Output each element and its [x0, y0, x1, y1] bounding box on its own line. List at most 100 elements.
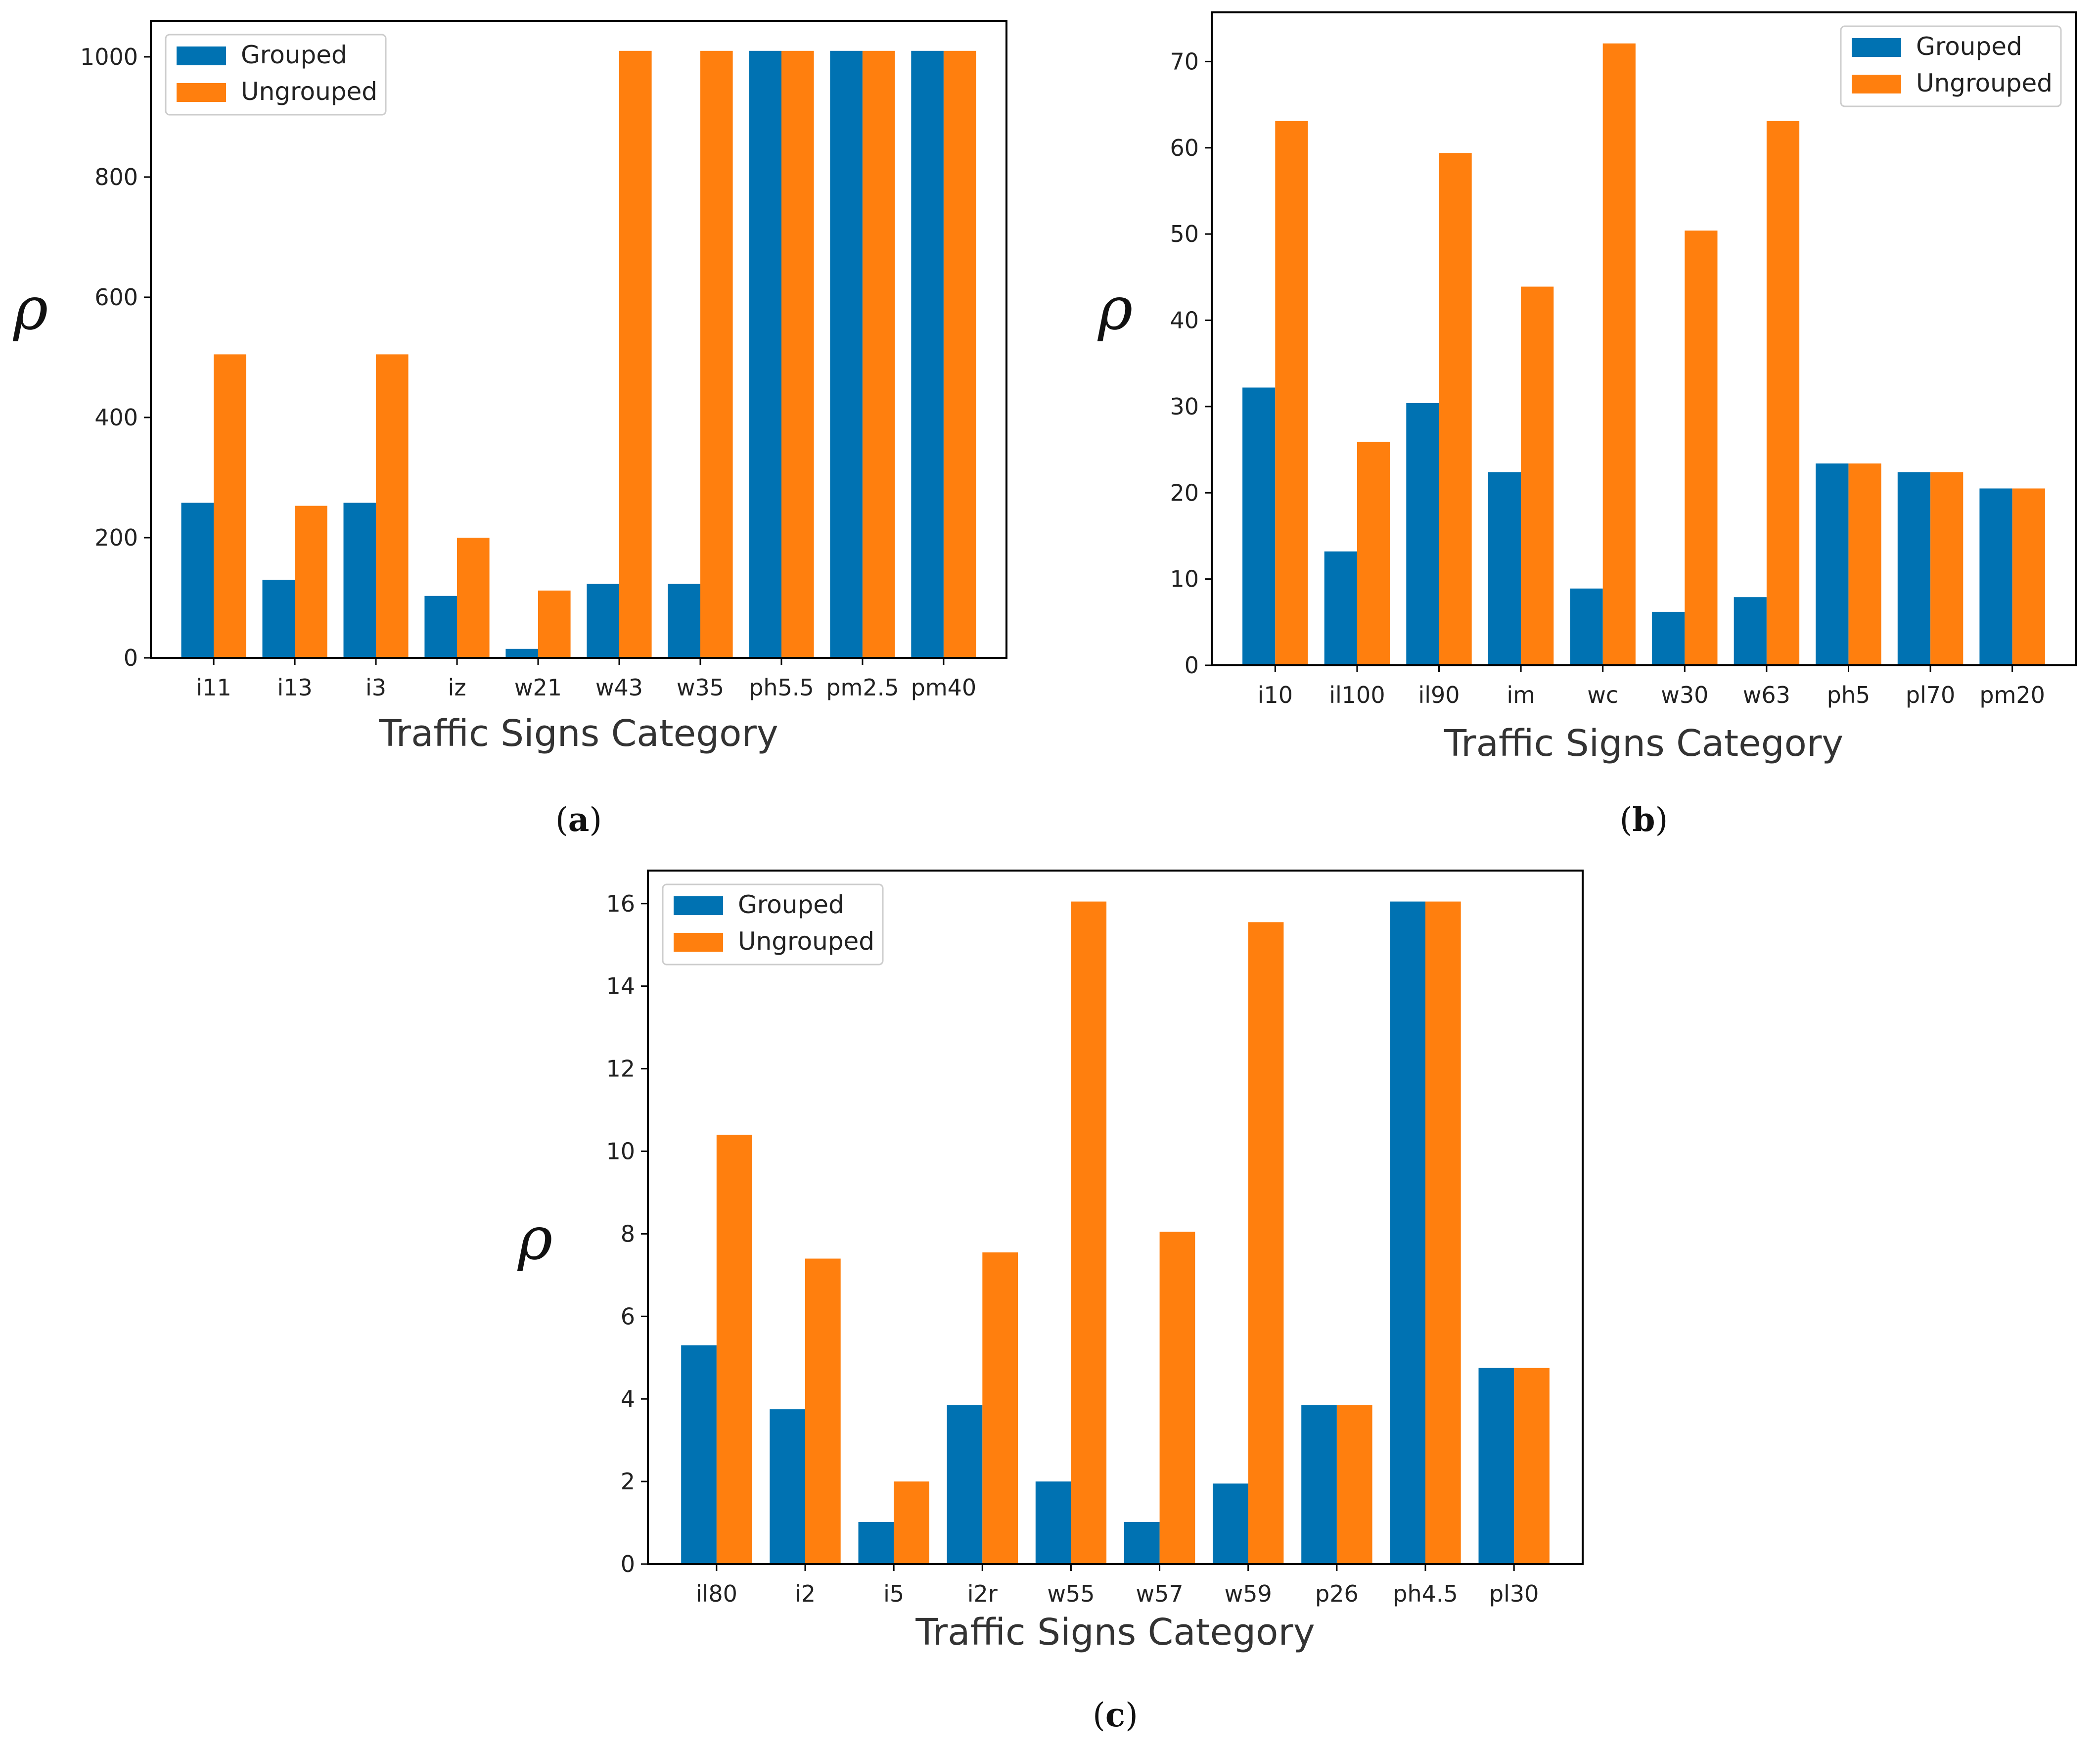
x-tick-label: i11 [196, 674, 231, 701]
panel-caption: (c) [1093, 1696, 1138, 1734]
bar-grouped-il90 [1406, 403, 1439, 665]
y-tick-label: 70 [1170, 48, 1199, 75]
bar-grouped-w21 [505, 648, 538, 658]
x-tick-label: wc [1587, 682, 1618, 708]
bar-ungrouped-pm20 [2012, 488, 2045, 665]
plot-frame [647, 870, 1584, 1565]
bar-grouped-i2r [947, 1405, 983, 1564]
bar-ungrouped-iz [457, 538, 490, 658]
y-tick-label: 12 [606, 1056, 635, 1082]
bar-ungrouped-ph5.5 [781, 50, 814, 658]
x-tick-label: pm2.5 [826, 674, 899, 701]
y-tick-label: 1000 [80, 44, 138, 70]
legend: Grouped Ungrouped [165, 34, 387, 116]
bar-ungrouped-w30 [1685, 231, 1718, 665]
bar-ungrouped-w55 [1071, 901, 1107, 1564]
bar-grouped-iz [424, 596, 457, 658]
x-tick-label: pl70 [1906, 682, 1956, 708]
y-axis-label: ρ [12, 275, 48, 343]
plot-frame [150, 20, 1007, 659]
bar-ungrouped-pm2.5 [862, 50, 895, 658]
bar-ungrouped-w21 [538, 590, 571, 658]
bar-grouped-i2 [770, 1409, 805, 1564]
x-tick-label: w35 [677, 674, 724, 701]
bar-ungrouped-w57 [1159, 1232, 1195, 1564]
bar-grouped-il100 [1324, 551, 1357, 665]
x-tick-label: w57 [1136, 1580, 1183, 1607]
bar-grouped-w57 [1124, 1522, 1160, 1564]
bar-grouped-ph5 [1816, 463, 1849, 665]
x-tick-label: il90 [1418, 682, 1460, 708]
bar-ungrouped-il100 [1357, 442, 1390, 665]
bar-grouped-pm20 [1979, 488, 2012, 665]
bar-grouped-w43 [587, 584, 619, 658]
legend-swatch-grouped [177, 46, 226, 65]
bar-ungrouped-w43 [619, 50, 652, 658]
caption-letter: b [1632, 800, 1655, 839]
bar-grouped-wc [1570, 588, 1603, 665]
y-tick-label: 0 [1185, 652, 1199, 679]
bar-grouped-ph5.5 [749, 50, 781, 658]
chart-panel-a: 0 200 400 600 800 1000 i11 i13 i3 iz w21 w43 w35 ph5.… [12, 20, 1007, 839]
bar-ungrouped-pl30 [1514, 1368, 1550, 1564]
bar-ungrouped-i2 [805, 1258, 841, 1564]
y-tick-label: 6 [621, 1303, 635, 1330]
y-axis-label: ρ [1097, 275, 1133, 343]
x-tick-label: w63 [1743, 682, 1790, 708]
bar-ungrouped-i2r [982, 1252, 1018, 1564]
x-tick-label: ph5.5 [749, 674, 814, 701]
x-tick-label: iz [448, 674, 466, 701]
bar-grouped-i10 [1242, 387, 1276, 665]
panel-caption: (a) [555, 800, 602, 839]
y-tick-label: 0 [621, 1551, 635, 1577]
bar-grouped-pl30 [1478, 1368, 1514, 1564]
x-tick-label: pl30 [1489, 1580, 1539, 1607]
bar-grouped-pm2.5 [830, 50, 863, 658]
bar-ungrouped-i3 [376, 354, 409, 658]
y-tick-label: 60 [1170, 135, 1199, 161]
y-tick-label: 2 [621, 1468, 635, 1495]
bar-ungrouped-p26 [1336, 1405, 1372, 1564]
y-tick-label: 200 [94, 524, 138, 551]
bar-ungrouped-pl70 [1930, 472, 1963, 665]
x-tick-label: i2 [795, 1580, 816, 1607]
y-tick-label: 8 [621, 1220, 635, 1247]
legend-label-ungrouped: Ungrouped [738, 927, 874, 956]
x-tick-label: w30 [1661, 682, 1708, 708]
caption-close: ) [589, 801, 602, 839]
y-axis-label: ρ [517, 1204, 553, 1273]
x-tick-label: il100 [1329, 682, 1385, 708]
y-tick-label: 800 [94, 164, 138, 190]
bar-grouped-im [1488, 472, 1521, 665]
chart-panel-c: 0 2 4 6 8 10 12 14 16 il80 i2 i5 i2r w55 w57 w59 p26 ph4.… [517, 870, 1584, 1734]
bar-ungrouped-i5 [894, 1481, 929, 1564]
legend-swatch-grouped [1852, 38, 1901, 57]
bar-ungrouped-pm40 [943, 50, 976, 658]
bar-ungrouped-il90 [1439, 153, 1472, 666]
panel-caption: (b) [1620, 800, 1668, 839]
legend-label-ungrouped: Ungrouped [241, 77, 377, 106]
caption-close: ) [1655, 801, 1668, 839]
bar-ungrouped-wc [1602, 43, 1636, 665]
legend-swatch-ungrouped [177, 83, 226, 102]
x-tick-label: p26 [1315, 1580, 1359, 1607]
x-tick-label: i10 [1258, 682, 1293, 708]
legend-label-grouped: Grouped [1916, 32, 2022, 61]
x-tick-label: ph5 [1827, 682, 1871, 708]
x-tick-label: im [1507, 682, 1535, 708]
bar-ungrouped-i13 [295, 506, 327, 658]
plot-frame [1211, 11, 2077, 666]
x-axis-label: Traffic Signs Category [915, 1611, 1315, 1654]
bar-grouped-w63 [1734, 597, 1767, 665]
bar-grouped-w30 [1652, 611, 1685, 665]
caption-letter: c [1105, 1696, 1125, 1734]
x-tick-label: i2r [967, 1580, 998, 1607]
y-tick-label: 30 [1170, 393, 1199, 420]
x-tick-label: pm20 [1979, 682, 2045, 708]
bar-ungrouped-w59 [1248, 922, 1284, 1564]
bar-ungrouped-ph4.5 [1425, 901, 1461, 1564]
bar-ungrouped-im [1521, 286, 1554, 665]
caption-close: ) [1125, 1696, 1138, 1734]
x-tick-label: w55 [1047, 1580, 1095, 1607]
y-tick-label: 400 [94, 404, 138, 431]
